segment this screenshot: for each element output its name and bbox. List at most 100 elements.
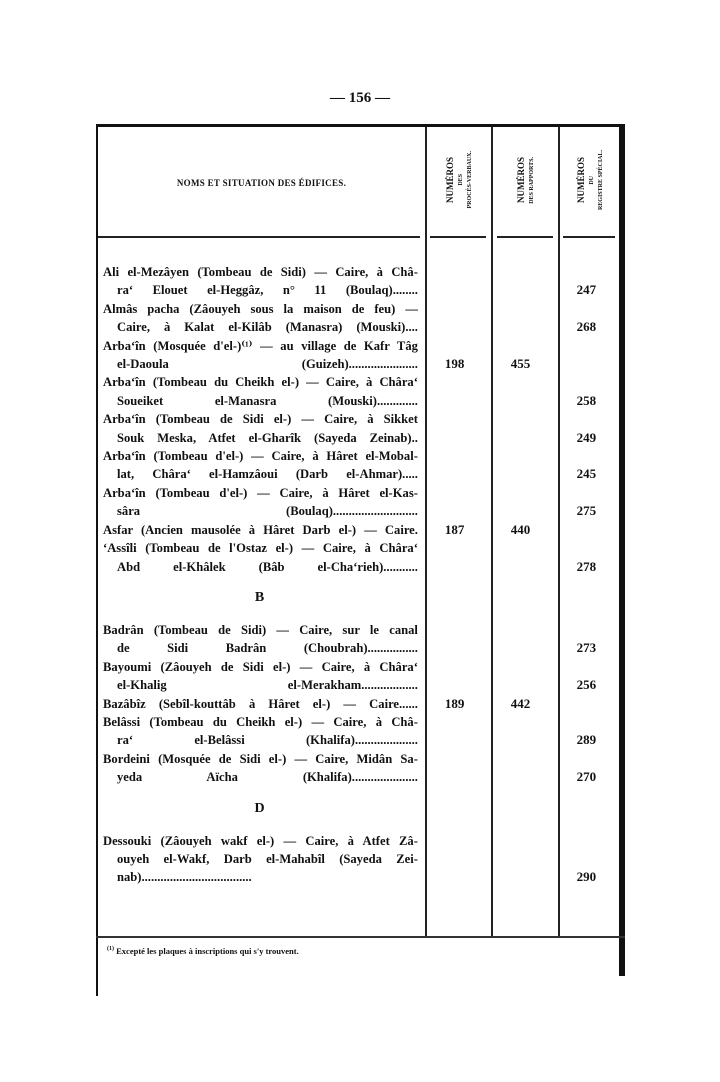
header-text: DES	[458, 174, 464, 186]
rapport-number	[487, 447, 553, 484]
edifice-name: Belâssi (Tombeau du Cheikh el-) — Caire,…	[98, 713, 418, 750]
proces-verbal-number	[422, 658, 487, 695]
proces-verbal-number	[422, 539, 487, 576]
edifice-line: Arba‘în (Tombeau d'el-) — Caire, à Hâret…	[103, 449, 418, 464]
edifice-line: Badrân (Tombeau de Sidi) — Caire, sur le…	[103, 622, 418, 637]
table-row: Arba‘în (Tombeau d'el-) — Caire, à Hâret…	[98, 484, 619, 521]
table-frame	[96, 124, 625, 936]
rapport-number	[487, 832, 553, 887]
registre-number: 256	[576, 677, 597, 693]
edifice-line: ‘Assîli (Tombeau de l'Ostaz el-) — Caire…	[103, 541, 418, 556]
registre-number: 275	[576, 503, 597, 519]
registre-number: 247	[576, 282, 597, 298]
edifice-line: Arba‘în (Tombeau de Sidi el-) — Caire, à…	[103, 412, 418, 427]
footnote-text: Excepté les plaques à inscriptions qui s…	[116, 946, 299, 956]
edifice-line: el-Daoula (Guizeh)......................	[117, 357, 418, 372]
edifice-line: lat, Châra‘ el-Hamzâoui (Darb el-Ahmar).…	[117, 467, 418, 482]
header-rule	[497, 236, 553, 238]
table-row: Arba‘în (Tombeau d'el-) — Caire, à Hâret…	[98, 447, 619, 484]
proces-verbal-number: 189	[444, 695, 465, 711]
edifice-line: ra‘ el-Belâssi (Khalifa)................…	[117, 733, 418, 748]
edifice-line: de Sidi Badrân (Choubrah)...............…	[117, 641, 418, 656]
header-text: DES RAPPORTS.	[529, 156, 535, 204]
edifice-name: Dessouki (Zâouyeh wakf el-) — Caire, à A…	[98, 832, 418, 887]
proces-verbal-number	[422, 300, 487, 337]
table-row: Dessouki (Zâouyeh wakf el-) — Caire, à A…	[98, 832, 619, 887]
table-row: Belâssi (Tombeau du Cheikh el-) — Caire,…	[98, 713, 619, 750]
table-row: Almâs pacha (Zâouyeh sous la maison de f…	[98, 300, 619, 337]
column-divider	[425, 127, 427, 936]
edifice-line: el-Khalig el-Merakham..................	[117, 678, 418, 693]
header-text: REGISTRE SPÉCIAL.	[597, 149, 604, 211]
table-body: Ali el-Mezâyen (Tombeau de Sidi) — Caire…	[98, 263, 619, 887]
proces-verbal-number	[422, 373, 487, 410]
edifice-name: Bordeini (Mosquée de Sidi el-) — Caire, …	[98, 750, 418, 787]
edifice-line: Belâssi (Tombeau du Cheikh el-) — Caire,…	[103, 714, 418, 729]
proces-verbal-number	[422, 750, 487, 787]
table-row: Asfar (Ancien mausolée à Hâret Darb el-)…	[98, 521, 619, 539]
edifice-line: Abd el-Khâlek (Bâb el-Cha‘rieh).........…	[117, 559, 418, 574]
edifice-name: Bazâbîz (Sebîl-kouttâb à Hâret el-) — Ca…	[98, 695, 418, 713]
header-names: NOMS ET SITUATION DES ÉDIFICES.	[176, 178, 347, 188]
edifice-name: Arba‘în (Tombeau de Sidi el-) — Caire, à…	[98, 410, 418, 447]
table-border-right	[619, 936, 625, 976]
edifice-line: Ali el-Mezâyen (Tombeau de Sidi) — Caire…	[103, 265, 418, 279]
edifice-line: Almâs pacha (Zâouyeh sous la maison de f…	[103, 301, 418, 316]
header-text: PROCÈS-VERBAUX.	[467, 151, 473, 209]
edifice-line: Souk Meska, Atfet el-Gharîk (Sayeda Zein…	[117, 430, 418, 445]
proces-verbal-number	[422, 621, 487, 658]
header-registre: NUMÉROS DU REGISTRE SPÉCIAL.	[560, 130, 619, 230]
edifice-name: Arba‘în (Tombeau d'el-) — Caire, à Hâret…	[98, 447, 418, 484]
header-text: NUMÉROS	[516, 156, 526, 203]
registre-number: 268	[576, 319, 597, 335]
proces-verbal-number	[422, 832, 487, 887]
edifice-line: Arba‘în (Mosquée d'el-)⁽¹⁾ — au village …	[103, 338, 418, 353]
rapport-number	[487, 658, 553, 695]
rapport-number	[487, 263, 553, 300]
edifice-line: yeda Aïcha (Khalifa)....................…	[117, 770, 418, 785]
registre-number: 290	[576, 869, 597, 885]
table-row: Arba‘în (Mosquée d'el-)⁽¹⁾ — au village …	[98, 337, 619, 374]
table-row: Arba‘în (Tombeau du Cheikh el-) — Caire,…	[98, 373, 619, 410]
footnote-rule	[96, 936, 625, 938]
rapport-number	[487, 621, 553, 658]
edifice-name: Bayoumi (Zâouyeh de Sidi el-) — Caire, à…	[98, 658, 418, 695]
registre-number: 278	[576, 558, 597, 574]
edifice-line: Dessouki (Zâouyeh wakf el-) — Caire, à A…	[103, 833, 418, 848]
registre-number: 249	[576, 429, 597, 445]
proces-verbal-number	[422, 263, 487, 300]
header-rule	[563, 236, 615, 238]
header-text: DU	[588, 175, 595, 185]
registre-number	[554, 337, 619, 374]
footnote-marker: (1)	[107, 946, 114, 953]
table-row: ‘Assîli (Tombeau de l'Ostaz el-) — Caire…	[98, 539, 619, 576]
proces-verbal-number: 198	[444, 356, 465, 372]
rapport-number	[487, 713, 553, 750]
edifice-line: Soueiket el-Manasra (Mouski)............…	[117, 393, 418, 408]
edifice-name: ‘Assîli (Tombeau de l'Ostaz el-) — Caire…	[98, 539, 418, 576]
edifice-line: ra‘ Elouet el-Heggâz, n° 11 (Boulaq)....…	[117, 283, 418, 298]
edifice-name: Almâs pacha (Zâouyeh sous la maison de f…	[98, 300, 418, 337]
table-row: Ali el-Mezâyen (Tombeau de Sidi) — Caire…	[98, 263, 619, 300]
rapport-number: 442	[510, 695, 531, 711]
table-row: Badrân (Tombeau de Sidi) — Caire, sur le…	[98, 621, 619, 658]
header-proces-verbaux: NUMÉROS DES PROCÈS-VERBAUX.	[427, 130, 491, 230]
proces-verbal-number	[422, 484, 487, 521]
edifice-line: Arba‘în (Tombeau d'el-) — Caire, à Hâret…	[103, 485, 418, 500]
registre-number: 258	[576, 392, 597, 408]
table-row: Arba‘în (Tombeau de Sidi el-) — Caire, à…	[98, 410, 619, 447]
edifice-line: Bazâbîz (Sebîl-kouttâb à Hâret el-) — Ca…	[103, 696, 418, 711]
column-divider	[558, 127, 560, 936]
rapport-number	[487, 750, 553, 787]
edifice-line: Arba‘în (Tombeau du Cheikh el-) — Caire,…	[103, 375, 418, 390]
edifice-name: Arba‘în (Mosquée d'el-)⁽¹⁾ — au village …	[98, 337, 418, 374]
table-border-left	[96, 936, 98, 996]
proces-verbal-number	[422, 410, 487, 447]
edifice-name: Asfar (Ancien mausolée à Hâret Darb el-)…	[98, 521, 418, 539]
rapport-number	[487, 539, 553, 576]
registre-number	[554, 695, 619, 713]
proces-verbal-number	[422, 447, 487, 484]
registre-number	[554, 521, 619, 539]
table-row: Bayoumi (Zâouyeh de Sidi el-) — Caire, à…	[98, 658, 619, 695]
edifice-line: sâra (Boulaq)...........................	[117, 504, 418, 519]
